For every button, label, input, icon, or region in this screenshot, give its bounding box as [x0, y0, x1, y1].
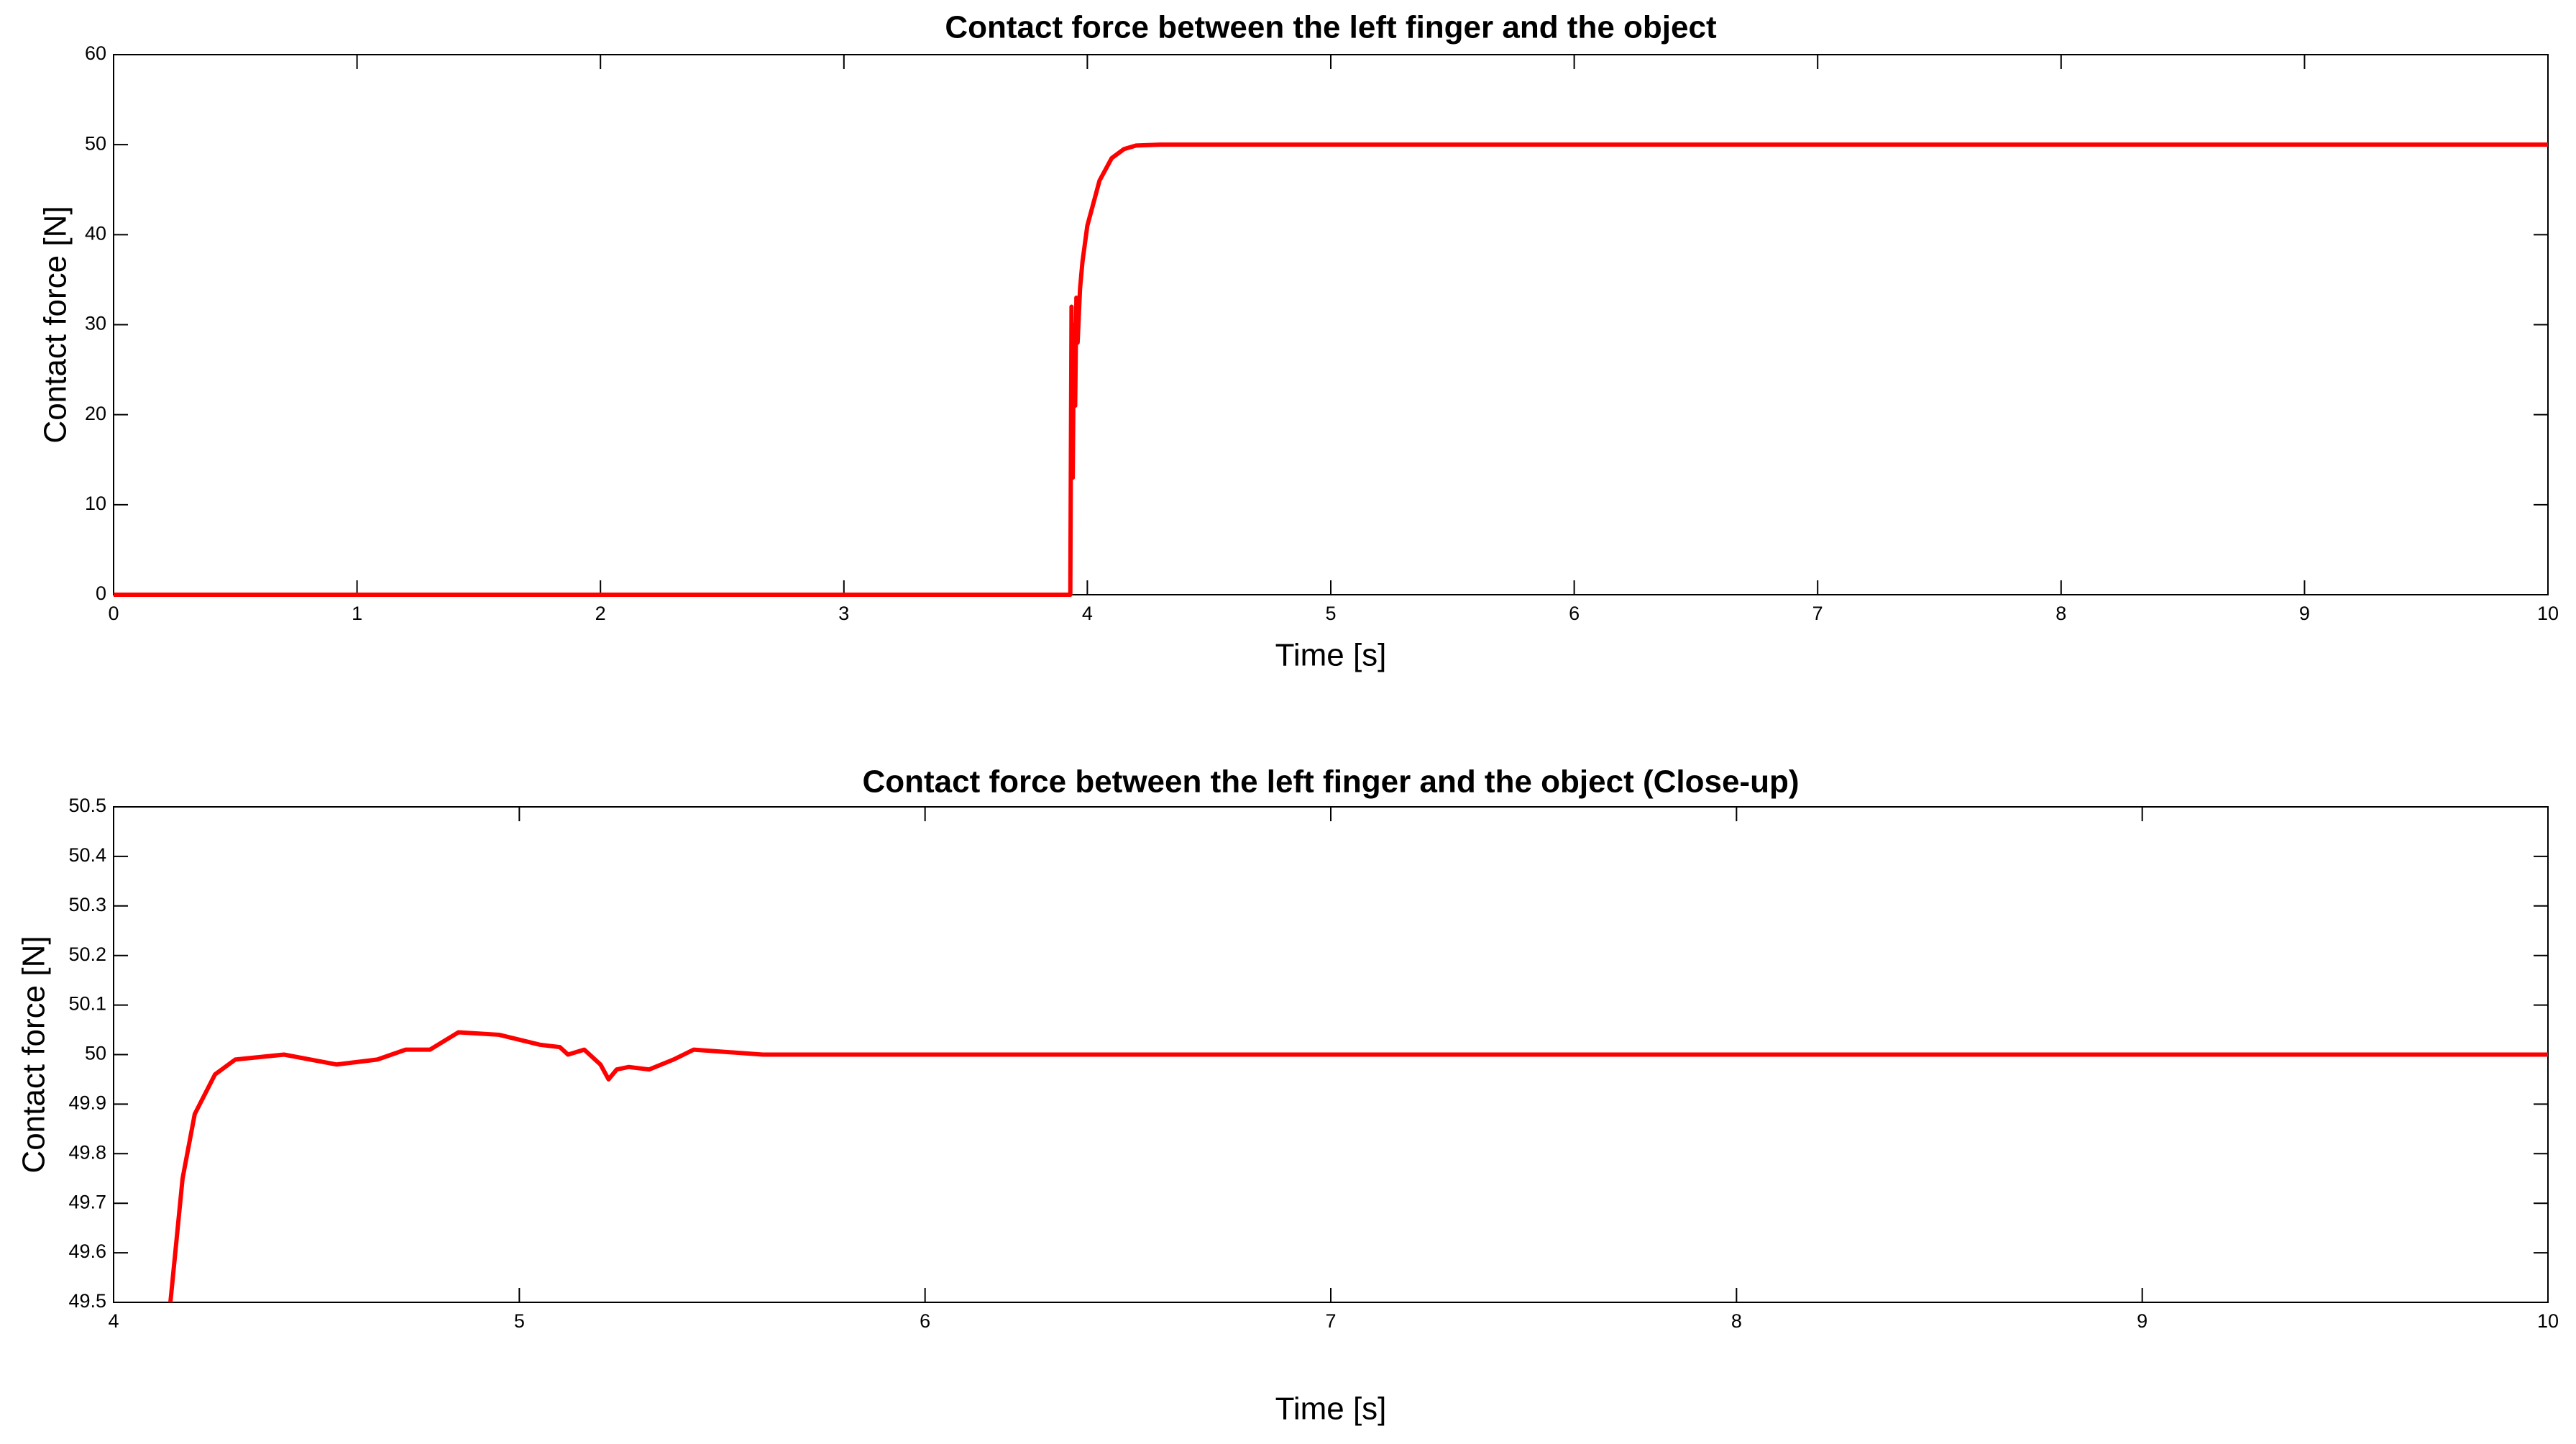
x-tick-label: 6	[920, 1310, 930, 1332]
x-tick-label: 10	[2537, 1310, 2559, 1332]
x-tick-label: 8	[2055, 603, 2066, 624]
x-tick-label: 9	[2299, 603, 2310, 624]
x-tick-label: 8	[1731, 1310, 1742, 1332]
x-tick-label: 1	[352, 603, 362, 624]
chart-title: Contact force between the left finger an…	[863, 764, 1800, 800]
y-tick-label: 50	[85, 1043, 106, 1064]
x-tick-label: 4	[1082, 603, 1093, 624]
chart-title: Contact force between the left finger an…	[945, 10, 1717, 45]
y-tick-label: 50.1	[68, 993, 106, 1015]
y-tick-label: 49.7	[68, 1191, 106, 1212]
y-tick-label: 49.9	[68, 1092, 106, 1114]
y-tick-label: 49.8	[68, 1141, 106, 1163]
x-tick-label: 6	[1569, 603, 1580, 624]
y-tick-label: 50.3	[68, 894, 106, 915]
y-tick-label: 40	[85, 222, 106, 244]
x-tick-label: 7	[1812, 603, 1823, 624]
data-line	[114, 142, 2548, 597]
y-tick-label: 50	[85, 132, 106, 154]
y-tick-label: 20	[85, 403, 106, 424]
x-axis-label: Time [s]	[1275, 1392, 1387, 1427]
x-tick-label: 5	[1325, 603, 1336, 624]
y-tick-label: 30	[85, 313, 106, 334]
y-tick-label: 50.2	[68, 943, 106, 965]
x-tick-label: 7	[1325, 1310, 1336, 1332]
axes-box	[113, 54, 2549, 595]
x-tick-label: 9	[2137, 1310, 2148, 1332]
x-tick-label: 4	[108, 1310, 119, 1332]
x-tick-label: 5	[514, 1310, 525, 1332]
y-tick-label: 50.4	[68, 844, 106, 866]
y-tick-label: 49.5	[68, 1290, 106, 1312]
y-tick-label: 49.6	[68, 1240, 106, 1262]
x-tick-label: 2	[595, 603, 606, 624]
data-line	[168, 1030, 2548, 1303]
x-tick-label: 0	[108, 603, 119, 624]
x-tick-label: 3	[838, 603, 849, 624]
y-axis-label: Contact force [N]	[17, 936, 52, 1173]
y-axis-label: Contact force [N]	[38, 206, 73, 443]
x-tick-label: 10	[2537, 603, 2559, 624]
y-tick-label: 60	[85, 42, 106, 64]
y-tick-label: 50.5	[68, 795, 106, 816]
x-axis-label: Time [s]	[1275, 638, 1387, 673]
y-tick-label: 10	[85, 493, 106, 514]
y-tick-label: 0	[96, 582, 106, 604]
